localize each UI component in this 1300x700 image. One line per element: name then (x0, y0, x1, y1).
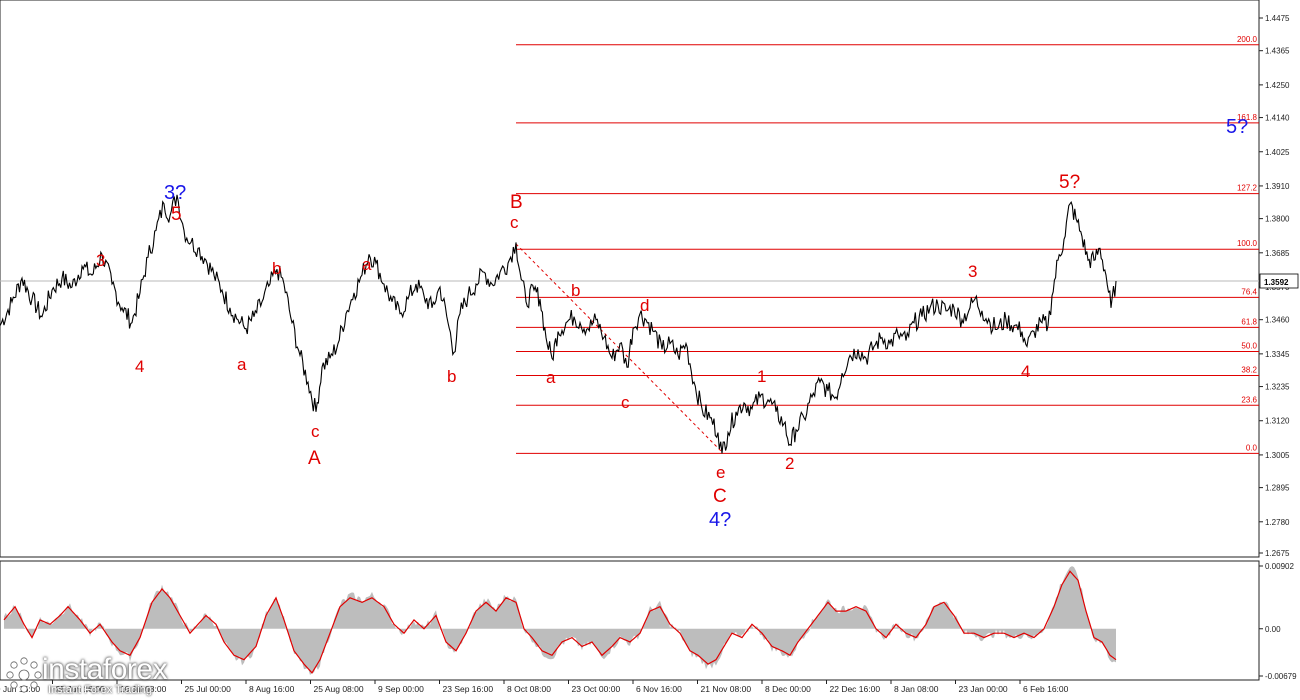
wave-label-1: 1 (757, 367, 766, 386)
time-tick-label: 25 Jun 16:00 (56, 684, 105, 694)
price-tick-label: 1.4025 (1265, 148, 1290, 157)
current-price-label: 1.3592 (1264, 278, 1289, 287)
time-tick-label: 21 Nov 08:00 (701, 684, 752, 694)
time-tick-label: 8 Oct 08:00 (507, 684, 551, 694)
wave-label-a: a (546, 368, 556, 387)
fib-level-label: 0.0 (1246, 443, 1258, 452)
wave-label-B: B (510, 192, 523, 213)
time-tick-label: 8 Jan 08:00 (894, 684, 939, 694)
wave-label-a: a (237, 355, 247, 374)
fib-level-label: 50.0 (1241, 341, 1257, 350)
wave-label-a: a (362, 255, 372, 274)
price-tick-label: 1.3460 (1265, 316, 1290, 325)
time-tick-label: 9 Sep 00:00 (378, 684, 424, 694)
fib-level-label: 76.4 (1241, 287, 1257, 296)
price-tick-label: 1.3685 (1265, 249, 1290, 258)
fib-level-label: 38.2 (1241, 366, 1257, 375)
time-tick-label: 8 Aug 16:00 (249, 684, 295, 694)
price-tick-label: 1.4475 (1265, 14, 1290, 23)
time-tick-label: 23 Oct 00:00 (572, 684, 621, 694)
price-tick-label: 1.3005 (1265, 451, 1290, 460)
wave-label-b: b (571, 281, 580, 300)
wave-label-c: c (311, 422, 320, 441)
instaforex-logo-icon (6, 657, 42, 693)
osc-tick-label: 0.00902 (1265, 562, 1294, 571)
brand-name: instaforex (42, 653, 168, 686)
wave-label-5q: 5? (1059, 172, 1080, 193)
wave-label-e: e (716, 463, 725, 482)
time-tick-label: 23 Jan 00:00 (959, 684, 1008, 694)
price-tick-label: 1.3120 (1265, 417, 1290, 426)
price-tick-label: 1.2675 (1265, 549, 1290, 558)
wave-label-3: 3 (968, 262, 977, 281)
time-axis: 10 Jun 16:00 25 Jun 16:00 10 Jul 08:00 25 J… (0, 680, 1069, 694)
price-tick-label: 1.3235 (1265, 383, 1290, 392)
wave-label-5q-blue: 5? (1226, 116, 1248, 138)
price-tick-label: 1.2895 (1265, 484, 1290, 493)
fib-levels: 0.0 23.6 38.2 50.0 61.8 76.4 100.0 127.2 161.8 20… (516, 35, 1259, 454)
fib-level-label: 161.8 (1237, 113, 1258, 122)
price-tick-label: 1.2780 (1265, 518, 1290, 527)
wave-label-C: C (713, 486, 727, 507)
oscillator-panel: 0.00902 0.00 -0.00679 (0, 560, 1297, 681)
price-tick-label: 1.4250 (1265, 81, 1290, 90)
fib-level-label: 23.6 (1241, 395, 1257, 404)
time-tick-label: 6 Nov 16:00 (636, 684, 682, 694)
time-tick-label: 25 Aug 08:00 (314, 684, 364, 694)
fib-level-label: 127.2 (1237, 184, 1258, 193)
fib-level-label: 61.8 (1241, 317, 1257, 326)
wave-label-2: 2 (785, 454, 794, 473)
wave-label-c: c (621, 393, 630, 412)
wave-label-4q: 4? (709, 509, 731, 531)
wave-label-5: 5 (171, 204, 182, 225)
time-tick-label: 22 Dec 16:00 (830, 684, 881, 694)
fib-level-label: 200.0 (1237, 35, 1258, 44)
wave-label-3q: 3? (164, 182, 186, 204)
wave-label-b: b (447, 367, 456, 386)
wave-label-4: 4 (1021, 362, 1030, 381)
price-tick-label: 1.3910 (1265, 182, 1290, 191)
price-panel-frame (0, 0, 1260, 558)
wave-labels: 3? 5 3 4 b a c A a b B c b a d c e C 4? … (96, 116, 1248, 531)
wave-label-c: c (510, 213, 519, 232)
fib-level-label: 100.0 (1237, 239, 1258, 248)
oscillator-signal-line (3, 570, 1117, 674)
price-tick-label: 1.4140 (1265, 114, 1290, 123)
wave-label-b: b (272, 259, 281, 278)
price-series-line (0, 194, 1117, 454)
time-tick-label: 6 Feb 16:00 (1023, 684, 1069, 694)
wave-label-A: A (308, 448, 321, 469)
price-panel: 0.0 23.6 38.2 50.0 61.8 76.4 100.0 127.2 161.8 20… (0, 0, 1299, 558)
time-tick-label: 10 Jul 08:00 (120, 684, 167, 694)
wave-label-d: d (640, 296, 649, 315)
osc-tick-label: 0.00 (1265, 625, 1281, 634)
current-price-tag: 1.3592 (1259, 273, 1299, 289)
time-tick-label: 10 Jun 16:00 (0, 684, 40, 694)
time-tick-label: 8 Dec 00:00 (765, 684, 811, 694)
brand-logo: instaforex Instant Forex Trading (4, 653, 180, 699)
price-axis: 1.4475 1.4365 1.4250 1.4140 1.4025 1.3910 1.38… (1259, 14, 1290, 558)
price-tick-label: 1.4365 (1265, 47, 1290, 56)
osc-tick-label: -0.00679 (1265, 672, 1297, 681)
brand-tagline: Instant Forex Trading (48, 684, 152, 696)
wave-label-3: 3 (96, 251, 105, 270)
time-tick-label: 25 Jul 00:00 (185, 684, 232, 694)
oscillator-axis: 0.00902 0.00 -0.00679 (1259, 562, 1297, 681)
wave-label-4: 4 (135, 357, 144, 376)
price-tick-label: 1.3345 (1265, 350, 1290, 359)
price-tick-label: 1.3800 (1265, 215, 1290, 224)
time-tick-label: 23 Sep 16:00 (443, 684, 494, 694)
